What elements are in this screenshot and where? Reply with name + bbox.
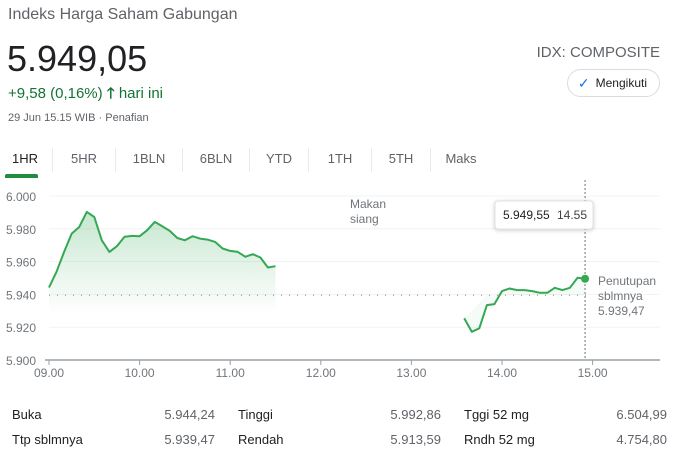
hover-point (581, 274, 590, 283)
price-change: +9,58 (0,16%) 🡑 hari ini (8, 83, 163, 108)
previous-close-label: Penutupan (598, 274, 656, 288)
y-tick-label: 5.920 (6, 321, 36, 335)
change-value: +9,58 (0,16%) (8, 85, 103, 102)
stat-value: 4.754,80 (616, 432, 667, 447)
y-tick-label: 5.900 (6, 354, 36, 368)
tab-separator (52, 148, 53, 172)
change-suffix: hari ini (118, 85, 163, 102)
tab-1th[interactable]: 1TH (327, 151, 353, 166)
stats-row: Buka 5.944,24 Tinggi 5.992,86 Tggi 52 mg 6.50… (12, 402, 667, 427)
timestamp: 29 Jun 15.15 WIB (8, 112, 96, 124)
stat-value: 5.992,86 (390, 407, 441, 422)
stat-label: Rndh 52 mg (464, 432, 535, 447)
tab-separator (430, 148, 431, 172)
area-fill (49, 211, 276, 315)
price-line-afternoon (463, 276, 586, 333)
ticker-symbol: IDX: COMPOSITE (536, 44, 660, 61)
tooltip-time: 14.55 (557, 208, 587, 222)
tab-5th[interactable]: 5TH (388, 151, 414, 166)
x-tick-label: 15.00 (578, 366, 608, 380)
range-tabs: 1HR 5HR 1BLN 6BLN YTD 1TH 5TH Maks (0, 146, 491, 178)
current-price: 5.949,05 (7, 38, 148, 79)
stats-table: Buka 5.944,24 Tinggi 5.992,86 Tggi 52 mg 6.50… (12, 402, 667, 452)
x-tick-label: 14.00 (487, 366, 517, 380)
disclaimer-link[interactable]: · Penafian (98, 112, 149, 124)
stat-value: 6.504,99 (616, 407, 667, 422)
tooltip-box (494, 200, 594, 230)
price-line-morning (48, 210, 276, 288)
previous-close-label: sblmnya (598, 289, 643, 303)
tab-separator (182, 148, 183, 172)
stats-row: Ttp sblmnya 5.939,47 Rendah 5.913,59 Rndh 52… (12, 427, 667, 452)
stat-label: Tinggi (238, 407, 273, 422)
area-fill (464, 277, 586, 332)
lunch-label: siang (350, 212, 379, 226)
index-title: Indeks Harga Saham Gabungan (8, 6, 238, 23)
tab-separator (308, 148, 309, 172)
stat-label: Ttp sblmnya (12, 432, 83, 447)
x-tick-label: 12.00 (306, 366, 336, 380)
tab-maks[interactable]: Maks (445, 151, 477, 166)
tooltip-value: 5.949,55 (503, 208, 550, 222)
y-tick-label: 6.000 (6, 190, 36, 204)
timestamp-line: 29 Jun 15.15 WIB · Penafian (8, 112, 149, 124)
tab-5hr[interactable]: 5HR (70, 151, 97, 166)
stat-value: 5.913,59 (390, 432, 441, 447)
tab-separator (249, 148, 250, 172)
previous-close-value: 5.939,47 (598, 304, 645, 318)
y-tick-label: 5.980 (6, 223, 36, 237)
stat-value: 5.944,24 (164, 407, 215, 422)
stat-label: Tggi 52 mg (464, 407, 530, 422)
tab-1hr[interactable]: 1HR (0, 146, 52, 178)
x-tick-label: 13.00 (396, 366, 426, 380)
check-icon: ✓ (577, 74, 590, 91)
follow-label: Mengikuti (595, 76, 647, 90)
stat-label: Buka (12, 407, 42, 422)
tab-separator (115, 148, 116, 172)
y-tick-label: 5.940 (6, 288, 36, 302)
follow-button[interactable]: ✓ Mengikuti (566, 69, 660, 97)
lunch-label: Makan (350, 197, 386, 211)
x-tick-label: 09.00 (34, 366, 64, 380)
x-tick-label: 10.00 (125, 366, 155, 380)
tab-6bln[interactable]: 6BLN (199, 151, 233, 166)
stat-label: Rendah (238, 432, 284, 447)
y-tick-label: 5.960 (6, 256, 36, 270)
tab-1bln[interactable]: 1BLN (132, 151, 166, 166)
tab-ytd[interactable]: YTD (266, 151, 292, 166)
stat-value: 5.939,47 (164, 432, 215, 447)
arrow-up-icon: 🡑 (106, 85, 115, 102)
tab-separator (371, 148, 372, 172)
x-tick-label: 11.00 (216, 366, 245, 380)
